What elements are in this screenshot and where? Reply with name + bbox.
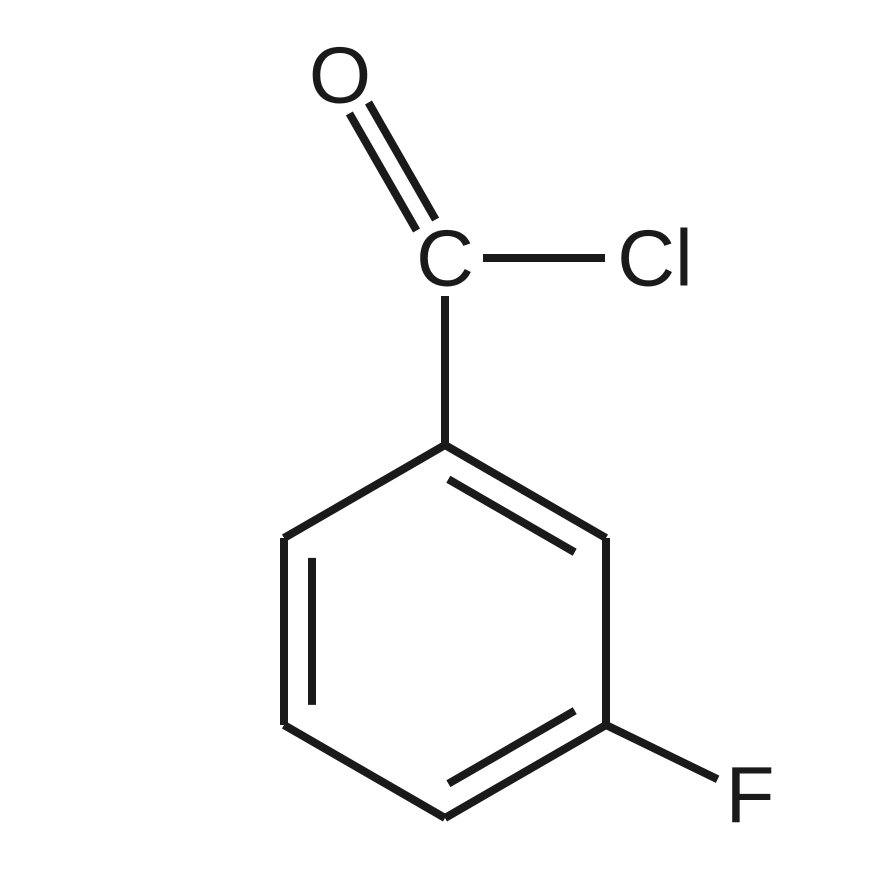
atoms-group: O C Cl F — [309, 31, 775, 840]
bonds-group — [284, 102, 718, 818]
bond-line — [606, 725, 718, 779]
atom-label-c: C — [416, 214, 474, 303]
bond-line — [448, 711, 574, 784]
bond-line — [284, 445, 445, 538]
atom-label-o: O — [309, 31, 371, 120]
atom-label-cl: Cl — [617, 214, 693, 303]
bond-line — [284, 725, 445, 818]
molecule-diagram: O C Cl F — [0, 0, 890, 890]
atom-label-f: F — [726, 751, 775, 840]
bond-line — [448, 479, 574, 552]
